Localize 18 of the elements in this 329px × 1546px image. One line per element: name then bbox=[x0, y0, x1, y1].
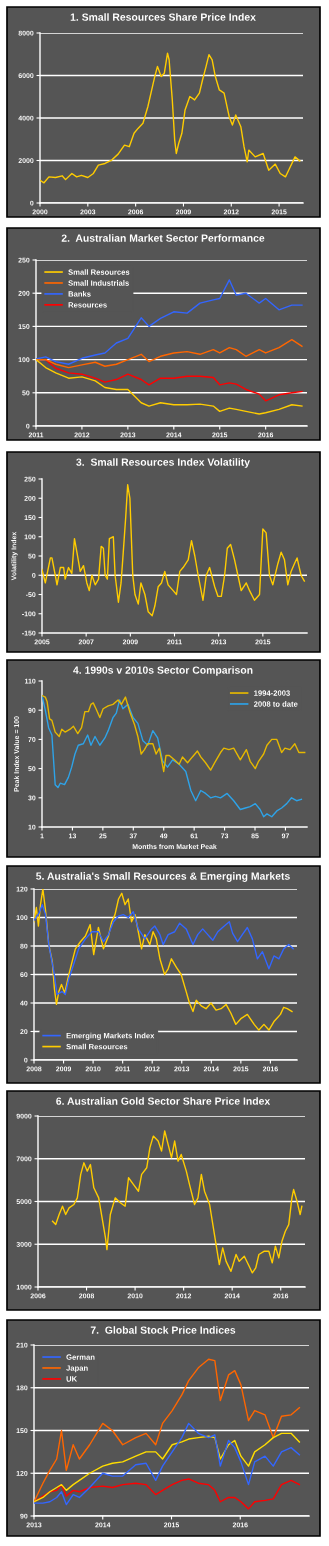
line-series bbox=[36, 279, 303, 365]
line-series bbox=[34, 1358, 301, 1503]
line-series bbox=[36, 338, 303, 369]
line-series bbox=[34, 1432, 301, 1503]
line-series bbox=[36, 358, 303, 415]
line-series bbox=[42, 694, 306, 773]
chart-title: 7. Global Stock Price Indices bbox=[90, 1326, 236, 1334]
chart-title: 3. Small Resources Index Volatility bbox=[76, 458, 250, 468]
line-series bbox=[42, 694, 303, 818]
chart-title: 5. Australia's Small Resources & Emerging Markets bbox=[36, 872, 290, 882]
chart-title: 1. Small Resources Share Price Index bbox=[70, 13, 256, 21]
line-series bbox=[34, 889, 293, 1031]
line-series bbox=[34, 1422, 301, 1506]
line-series bbox=[51, 1130, 303, 1274]
chart-title: 4. 1990s v 2010s Sector Comparison bbox=[73, 666, 253, 676]
chart-title: 6. Australian Gold Sector Share Price Index bbox=[56, 1097, 271, 1105]
line-series bbox=[34, 1478, 301, 1510]
chart-title: 2. Australian Market Sector Performance bbox=[61, 234, 265, 242]
